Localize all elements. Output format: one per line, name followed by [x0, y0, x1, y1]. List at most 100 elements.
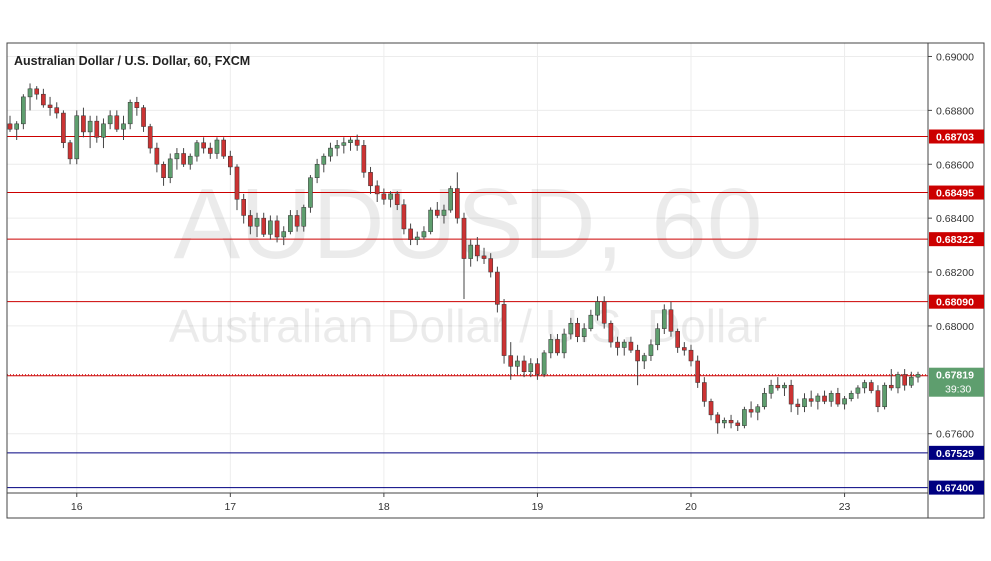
candle — [835, 387, 841, 407]
candle-body-down — [695, 360, 700, 383]
candle-body-down — [601, 301, 607, 324]
candle — [174, 148, 180, 170]
candle-body-down — [675, 331, 680, 348]
candle — [868, 379, 874, 394]
candle — [548, 334, 554, 359]
candle-body-down — [775, 384, 781, 389]
candle-body-down — [608, 322, 614, 343]
candle-body-down — [868, 382, 874, 391]
candle — [722, 417, 727, 429]
candle-body-up — [768, 384, 774, 394]
candle — [201, 137, 206, 154]
candle-body-down — [7, 123, 13, 130]
candle-body-up — [722, 419, 727, 424]
candle-body-down — [381, 193, 387, 200]
candle — [134, 96, 140, 116]
candle-body-down — [495, 271, 500, 305]
candle-body-down — [535, 363, 540, 375]
candle — [588, 309, 594, 332]
candle-body-down — [835, 393, 841, 405]
candle-body-up — [581, 328, 587, 337]
candle — [121, 115, 126, 141]
candle-body-up — [174, 153, 180, 160]
candle — [688, 344, 694, 367]
candle — [768, 379, 774, 399]
candle-body-down — [875, 390, 881, 408]
level-price-label: 0.68703 — [936, 132, 974, 144]
candle — [862, 379, 867, 394]
candle — [702, 377, 707, 407]
candle — [855, 385, 861, 399]
candle-body-down — [688, 349, 694, 362]
candle-body-up — [588, 314, 594, 329]
candle-body-down — [207, 147, 213, 154]
chart-title: Australian Dollar / U.S. Dollar, 60, FXC… — [14, 54, 250, 68]
candle-body-up — [388, 193, 393, 200]
candle — [261, 212, 267, 238]
candle-body-down — [708, 401, 714, 416]
candle-body-up — [268, 220, 273, 235]
candle — [54, 102, 60, 119]
candle-body-down — [234, 166, 240, 200]
candle — [321, 153, 327, 173]
candle-body-down — [241, 199, 246, 216]
candle — [221, 137, 226, 159]
candle — [114, 110, 120, 132]
time-axis[interactable]: 16171819202324 — [71, 493, 991, 513]
candle — [27, 83, 33, 111]
candle — [909, 371, 914, 388]
candle-body-down — [394, 193, 400, 205]
candle — [802, 393, 807, 413]
level-price-tag — [929, 480, 984, 495]
price-axis[interactable]: 0.69000 0.68800 0.68600 0.68400 0.68200 0.680… — [928, 51, 974, 441]
candle — [568, 317, 574, 340]
candle-body-up — [915, 374, 921, 378]
level-price-tag — [929, 232, 984, 247]
candle — [334, 140, 340, 157]
candle — [575, 317, 580, 343]
x-tick-label: 23 — [839, 501, 851, 513]
candle-body-down — [81, 115, 86, 133]
candle — [621, 339, 627, 356]
candle-body-up — [862, 382, 867, 389]
candle-body-up — [187, 155, 193, 165]
candle-body-up — [314, 164, 320, 178]
level-price-label: 0.68322 — [936, 234, 974, 246]
candle — [81, 107, 86, 138]
candle — [728, 414, 734, 429]
candle — [34, 86, 40, 100]
candle-body-up — [421, 231, 427, 238]
horizontal-levels-layer — [7, 136, 928, 489]
candle-body-down — [635, 349, 640, 362]
candle — [194, 140, 200, 162]
candle — [401, 199, 407, 235]
candle-body-up — [641, 355, 647, 362]
level-price-label: 0.68090 — [936, 297, 974, 309]
candle — [661, 304, 667, 335]
candle — [374, 180, 380, 202]
candle-body-down — [154, 147, 160, 165]
candle-body-down — [735, 422, 741, 426]
candle-body-up — [74, 115, 80, 160]
y-tick-label: 0.68400 — [936, 213, 974, 225]
candle — [281, 226, 287, 246]
candle-body-up — [448, 188, 453, 211]
price-axis-frame — [927, 42, 985, 519]
candle-body-up — [348, 139, 353, 143]
candle-body-up — [742, 409, 747, 426]
level-labels-layer: 0.687030.684950.683220.680900.678150.675… — [929, 129, 984, 495]
candle-body-up — [909, 376, 914, 386]
level-price-tag — [929, 185, 984, 200]
candle-body-up — [595, 301, 600, 316]
candle — [294, 210, 300, 232]
candle — [7, 115, 13, 132]
level-price-label: 0.68495 — [936, 188, 974, 200]
candle — [228, 150, 233, 176]
candle-body-down — [808, 398, 814, 402]
candle-body-down — [628, 341, 634, 351]
x-tick-label: 20 — [685, 501, 697, 513]
candle — [782, 382, 787, 396]
candle — [187, 153, 193, 170]
